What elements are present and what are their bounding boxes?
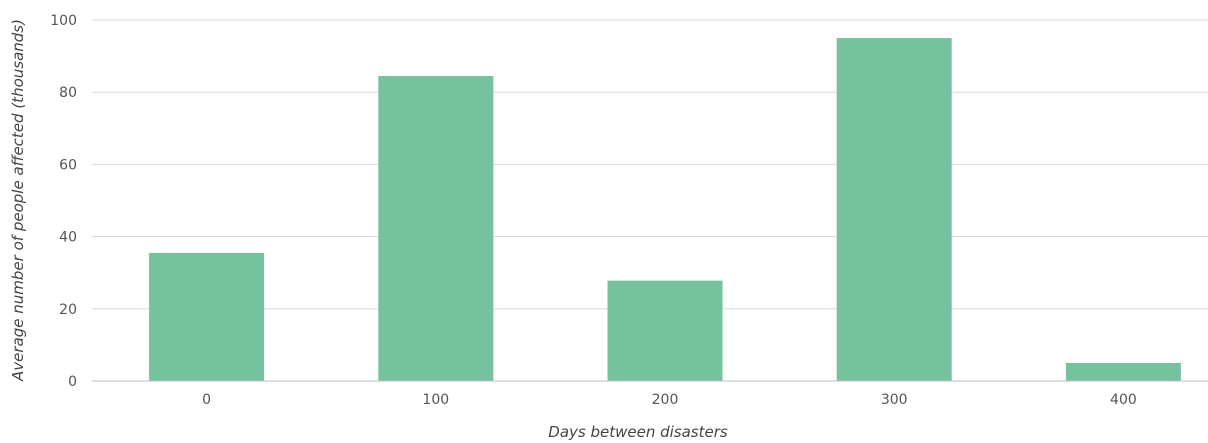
y-tick-label: 80 <box>59 85 77 101</box>
bar-100 <box>378 75 494 381</box>
gridlines <box>92 19 1208 310</box>
y-tick-label: 0 <box>68 374 77 390</box>
y-tick-labels: 0 20 40 60 80 100 <box>50 13 77 390</box>
x-tick-label: 200 <box>652 392 679 408</box>
y-axis-title: Average number of people affected (thous… <box>9 19 27 382</box>
x-tick-label: 300 <box>881 392 908 408</box>
x-axis-title: Days between disasters <box>548 423 728 441</box>
bars <box>149 38 1181 382</box>
bar-200 <box>607 280 723 381</box>
bar-0 <box>149 252 265 381</box>
y-tick-label: 60 <box>59 157 77 173</box>
y-tick-label: 40 <box>59 230 77 246</box>
bar-300 <box>836 38 952 382</box>
x-tick-label: 400 <box>1110 392 1137 408</box>
x-tick-label: 100 <box>422 392 449 408</box>
x-tick-labels: 0 100 200 300 400 <box>202 392 1137 408</box>
x-tick-label: 0 <box>202 392 211 408</box>
bar-400 <box>1065 362 1181 381</box>
y-tick-label: 100 <box>50 13 77 29</box>
y-tick-label: 20 <box>59 302 77 318</box>
